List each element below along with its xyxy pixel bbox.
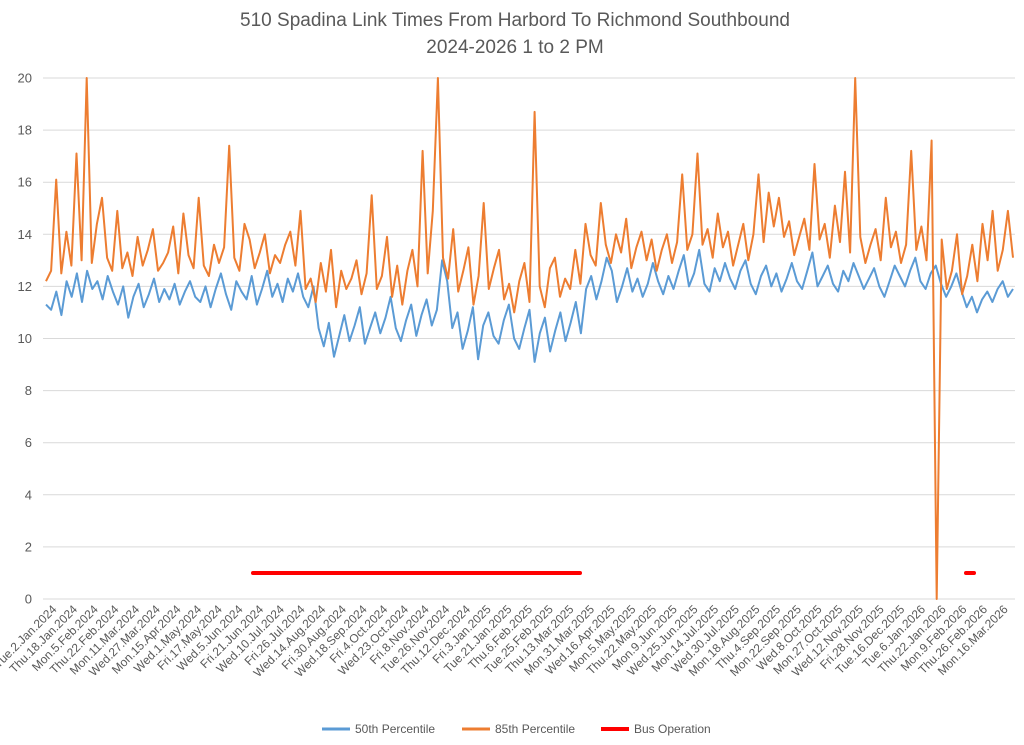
y-tick-label: 4 — [25, 487, 32, 502]
y-tick-label: 20 — [18, 71, 32, 86]
legend-label-85th: 85th Percentile — [495, 722, 575, 736]
y-tick-label: 18 — [18, 123, 32, 138]
y-tick-label: 8 — [25, 383, 32, 398]
series-line-50th-percentile — [45, 248, 1014, 363]
series-lines — [45, 77, 1014, 600]
legend-label-50th: 50th Percentile — [355, 722, 435, 736]
y-tick-label: 16 — [18, 175, 32, 190]
y-tick-label: 14 — [18, 227, 32, 242]
y-axis-ticks: 0 2 4 6 8 10 12 14 16 18 20 — [18, 71, 32, 607]
y-tick-label: 10 — [18, 331, 32, 346]
y-tick-label: 2 — [25, 539, 32, 554]
y-tick-label: 0 — [25, 592, 32, 607]
series-line-85th-percentile — [45, 77, 1014, 600]
legend-label-bus: Bus Operation — [634, 722, 711, 736]
y-tick-label: 6 — [25, 435, 32, 450]
gridlines — [43, 77, 1015, 600]
chart-title: 510 Spadina Link Times From Harbord To R… — [240, 10, 790, 31]
chart-subtitle: 2024-2026 1 to 2 PM — [426, 37, 603, 58]
y-tick-label: 12 — [18, 279, 32, 294]
legend: 50th Percentile 85th Percentile Bus Oper… — [322, 722, 711, 736]
x-axis-ticks: Tue.2.Jan.2024Thu.18.Jan.2024Mon.5.Feb.2… — [0, 602, 1011, 680]
